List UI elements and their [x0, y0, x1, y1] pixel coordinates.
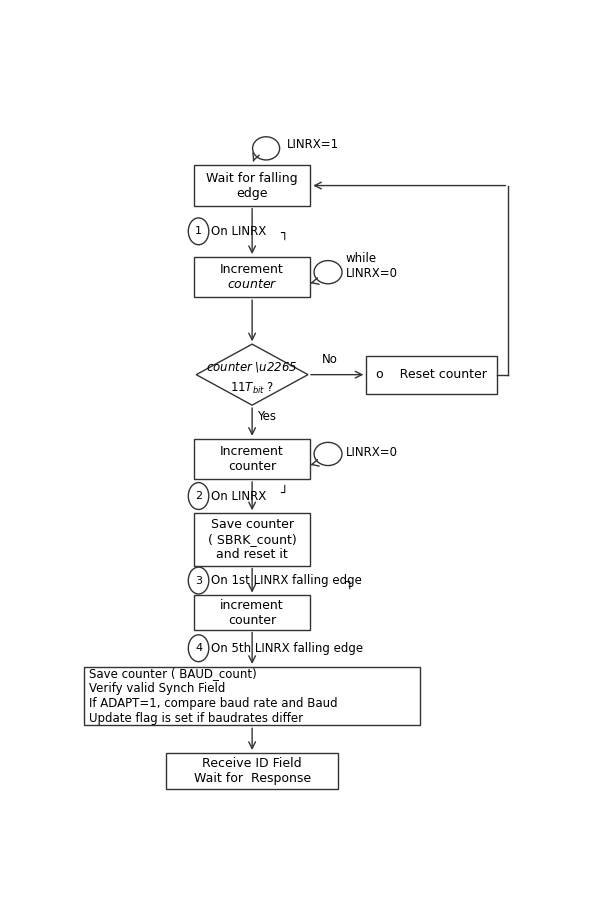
Text: On LINRX: On LINRX — [211, 225, 266, 238]
Text: Wait for falling
edge: Wait for falling edge — [206, 171, 298, 200]
FancyBboxPatch shape — [194, 439, 310, 479]
Text: 4: 4 — [195, 643, 202, 653]
Text: Yes: Yes — [257, 410, 276, 423]
Text: Save counter
( SBRK_count)
and reset it: Save counter ( SBRK_count) and reset it — [208, 517, 296, 561]
Text: 1: 1 — [195, 226, 202, 236]
FancyBboxPatch shape — [194, 166, 310, 206]
FancyBboxPatch shape — [194, 596, 310, 630]
FancyBboxPatch shape — [366, 356, 496, 394]
FancyBboxPatch shape — [194, 513, 310, 566]
Text: On 1st LINRX falling edge: On 1st LINRX falling edge — [211, 574, 362, 587]
Text: 2: 2 — [195, 491, 202, 501]
Text: LINRX=1: LINRX=1 — [287, 138, 339, 151]
Text: LINRX=0: LINRX=0 — [346, 445, 398, 458]
Text: 11$T_{bit}$ ?: 11$T_{bit}$ ? — [230, 381, 274, 395]
Text: Increment
counter: Increment counter — [220, 445, 284, 473]
Text: Save counter ( BAUD_count)
Verify valid Synch Field
If ADAPT=1, compare baud rat: Save counter ( BAUD_count) Verify valid … — [89, 667, 338, 725]
Text: o    Reset counter: o Reset counter — [376, 368, 487, 381]
Circle shape — [188, 635, 209, 661]
Text: increment
counter: increment counter — [221, 599, 284, 627]
Text: 3: 3 — [195, 576, 202, 586]
Circle shape — [188, 568, 209, 594]
Polygon shape — [196, 344, 308, 405]
Text: No: No — [322, 353, 338, 365]
Text: while
LINRX=0: while LINRX=0 — [346, 252, 398, 280]
Text: Increment
$counter$: Increment $counter$ — [220, 263, 284, 291]
FancyBboxPatch shape — [84, 667, 419, 725]
Text: ┐: ┐ — [346, 576, 353, 589]
Text: On LINRX: On LINRX — [211, 489, 266, 503]
Text: ┐: ┐ — [280, 227, 287, 241]
FancyBboxPatch shape — [166, 752, 338, 790]
Text: $counter$ \u2265: $counter$ \u2265 — [206, 361, 298, 374]
Text: Receive ID Field
Wait for  Response: Receive ID Field Wait for Response — [194, 757, 311, 785]
Circle shape — [188, 218, 209, 245]
Text: On 5th LINRX falling edge: On 5th LINRX falling edge — [211, 641, 363, 655]
FancyBboxPatch shape — [194, 257, 310, 297]
Circle shape — [188, 483, 209, 509]
Text: ┘: ┘ — [280, 487, 287, 500]
